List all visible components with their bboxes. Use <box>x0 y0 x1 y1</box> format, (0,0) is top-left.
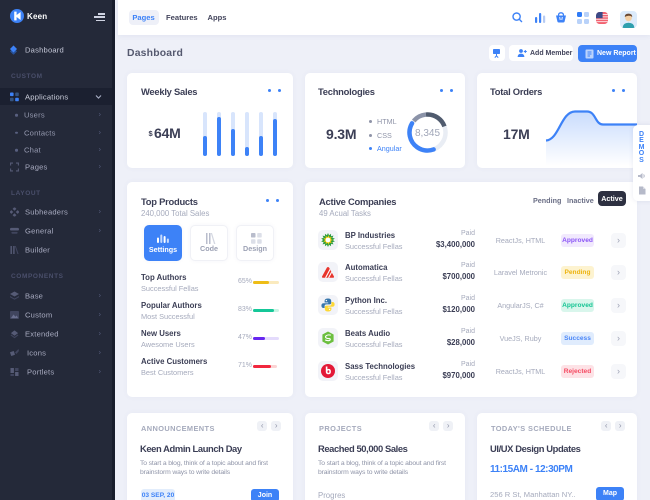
svg-text:8,345: 8,345 <box>415 128 440 139</box>
